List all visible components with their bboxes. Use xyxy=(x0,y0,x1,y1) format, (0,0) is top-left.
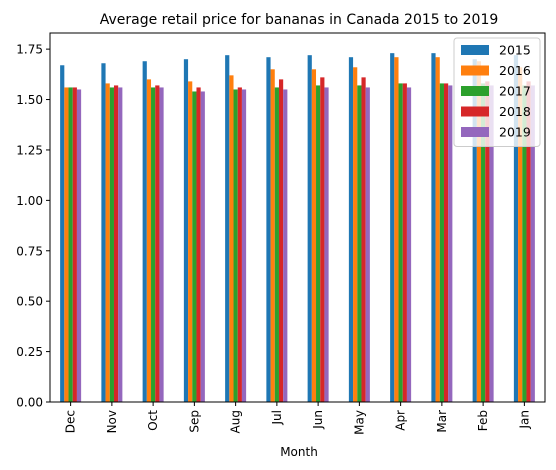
x-tick-label: Mar xyxy=(435,410,449,433)
bar-2019-aug xyxy=(241,89,247,402)
bar-2015-feb xyxy=(472,59,477,403)
x-tick-label: Nov xyxy=(105,410,119,433)
bar-2016-oct xyxy=(146,79,152,403)
bar-2019-dec xyxy=(76,89,82,402)
y-tick-label: 0.00 xyxy=(16,396,43,410)
bar-2016-may xyxy=(353,67,358,402)
bar-2018-mar xyxy=(443,83,449,402)
bar-2015-may xyxy=(348,57,354,403)
bar-2019-oct xyxy=(159,87,164,402)
bar-2019-nov xyxy=(118,87,123,402)
bar-2017-sep xyxy=(192,91,197,403)
bar-2017-feb xyxy=(481,83,486,402)
bar-2019-jun xyxy=(324,87,329,402)
bar-2016-dec xyxy=(64,87,69,402)
bar-2019-jan xyxy=(530,85,535,402)
bar-2016-feb xyxy=(476,61,482,403)
bar-2018-aug xyxy=(237,87,242,402)
legend-swatch-2016 xyxy=(461,65,489,76)
bar-2016-jan xyxy=(518,67,523,402)
x-tick-label: Apr xyxy=(394,410,408,431)
bar-2016-jul xyxy=(270,69,275,403)
bar-2018-apr xyxy=(402,83,407,402)
y-tick-label: 1.50 xyxy=(16,93,43,107)
y-tick-label: 1.75 xyxy=(16,43,43,57)
legend-label-2019: 2019 xyxy=(499,125,531,140)
legend: 2015 2016 2017 2018 2019 xyxy=(453,37,541,147)
bar-2015-nov xyxy=(101,63,106,402)
x-axis-title: Month xyxy=(280,445,318,459)
legend-box xyxy=(453,37,541,147)
bar-2015-apr xyxy=(390,53,395,402)
x-tick-label: May xyxy=(352,410,366,435)
bar-2017-nov xyxy=(109,87,114,402)
x-tick-label: Feb xyxy=(476,410,490,431)
x-tick-label: Jun xyxy=(311,410,325,430)
legend-swatch-2015 xyxy=(461,45,489,55)
bar-2019-apr xyxy=(406,87,412,402)
y-tick-label: 0.25 xyxy=(16,345,43,359)
bar-2019-sep xyxy=(200,91,205,403)
bar-2017-jul xyxy=(274,87,279,402)
bar-2016-apr xyxy=(394,57,399,403)
bar-2016-nov xyxy=(105,83,110,402)
bar-2018-may xyxy=(361,77,366,402)
bar-2015-aug xyxy=(225,55,230,402)
bar-2016-aug xyxy=(229,75,234,402)
bar-2019-may xyxy=(365,87,370,402)
x-axis: Dec Nov Oct Sep Aug Jul Jun May Apr Mar Feb Jan xyxy=(64,402,531,435)
legend-label-2016: 2016 xyxy=(499,63,531,78)
x-tick-label: Dec xyxy=(64,410,78,433)
bar-2017-jun xyxy=(316,85,321,402)
bar-2018-oct xyxy=(155,85,160,402)
bar-2018-jan xyxy=(526,81,531,403)
bar-2017-mar xyxy=(439,83,444,402)
y-axis: 0.00 0.25 0.50 0.75 1.00 1.25 1.50 1.75 xyxy=(16,43,50,410)
bar-2017-dec xyxy=(68,87,73,402)
x-tick-label: Sep xyxy=(187,410,201,433)
bar-2018-nov xyxy=(113,85,119,402)
legend-swatch-2018 xyxy=(461,106,489,117)
bar-2015-jun xyxy=(307,55,312,402)
bar-2017-aug xyxy=(233,89,238,402)
y-tick-label: 0.75 xyxy=(16,244,43,258)
bar-2018-jul xyxy=(278,79,284,403)
bar-2015-mar xyxy=(431,53,436,402)
x-tick-label: Aug xyxy=(229,410,243,433)
bar-2015-dec xyxy=(60,65,65,402)
y-tick-label: 1.25 xyxy=(16,143,43,157)
bar-2019-feb xyxy=(489,85,494,402)
x-tick-label: Jul xyxy=(270,410,284,425)
legend-label-2018: 2018 xyxy=(499,104,531,119)
x-tick-label: Oct xyxy=(146,410,160,431)
chart-title: Average retail price for bananas in Cana… xyxy=(100,12,499,28)
legend-label-2015: 2015 xyxy=(499,43,531,58)
bar-group xyxy=(60,53,535,403)
legend-swatch-2017 xyxy=(461,86,489,96)
bar-2016-mar xyxy=(435,57,440,403)
plot-frame xyxy=(49,32,546,403)
legend-swatch-2019 xyxy=(461,127,489,137)
bar-2015-oct xyxy=(142,61,147,403)
bar-2016-sep xyxy=(188,81,193,403)
x-tick-label: Jan xyxy=(517,410,531,430)
bar-2018-jun xyxy=(320,77,325,402)
bar-2016-jun xyxy=(311,69,317,403)
bar-2018-dec xyxy=(72,87,77,402)
y-tick-label: 1.00 xyxy=(16,194,43,208)
bar-2015-sep xyxy=(183,59,189,403)
bar-2017-jan xyxy=(522,85,527,402)
bar-2018-feb xyxy=(485,81,490,403)
bar-2017-apr xyxy=(398,83,403,402)
y-tick-label: 0.50 xyxy=(16,295,43,309)
bar-2019-mar xyxy=(448,85,453,402)
bar-2019-jul xyxy=(283,89,288,402)
bar-2015-jan xyxy=(513,55,519,402)
bar-2017-may xyxy=(357,85,362,402)
bar-2017-oct xyxy=(151,87,156,402)
bar-2015-jul xyxy=(266,57,271,403)
legend-label-2017: 2017 xyxy=(499,84,531,99)
bar-2018-sep xyxy=(196,87,201,402)
